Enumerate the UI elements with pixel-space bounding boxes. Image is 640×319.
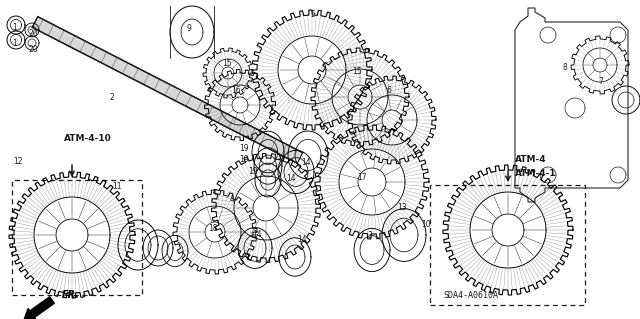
Text: 20: 20 [28, 29, 38, 38]
Text: 9: 9 [186, 24, 191, 33]
Text: 19: 19 [239, 144, 250, 153]
Text: 10: 10 [420, 220, 431, 229]
Text: 18: 18 [208, 224, 217, 233]
Polygon shape [32, 17, 303, 163]
Text: 2: 2 [109, 93, 115, 102]
Text: 14: 14 [301, 158, 311, 167]
Text: 15: 15 [222, 59, 232, 68]
Text: 19: 19 [248, 167, 258, 176]
Text: 16: 16 [230, 86, 241, 95]
Text: 5: 5 [310, 10, 315, 19]
Text: 14: 14 [297, 235, 307, 244]
Text: ATM-4: ATM-4 [515, 155, 547, 164]
Text: 17: 17 [356, 173, 367, 182]
Text: 20: 20 [28, 45, 38, 54]
FancyArrow shape [24, 297, 54, 319]
Text: 12: 12 [13, 157, 22, 166]
Text: ATM-4-1: ATM-4-1 [515, 169, 557, 178]
Text: ATM-4-10: ATM-4-10 [64, 134, 112, 143]
Text: 19: 19 [239, 155, 250, 164]
Text: 1: 1 [12, 23, 17, 32]
Text: 1: 1 [12, 39, 17, 48]
Text: SDA4-A0610A: SDA4-A0610A [443, 292, 498, 300]
Text: 8: 8 [562, 63, 567, 72]
Text: 6: 6 [387, 86, 392, 95]
Text: 7: 7 [598, 77, 603, 86]
Text: 4: 4 [229, 195, 234, 204]
Text: 15: 15 [352, 67, 362, 76]
Text: FR.: FR. [62, 290, 80, 300]
Text: 14: 14 [252, 230, 262, 239]
Text: 3: 3 [367, 231, 372, 240]
Text: 11: 11 [112, 182, 121, 191]
Text: 13: 13 [397, 204, 407, 212]
Text: 14: 14 [286, 174, 296, 183]
